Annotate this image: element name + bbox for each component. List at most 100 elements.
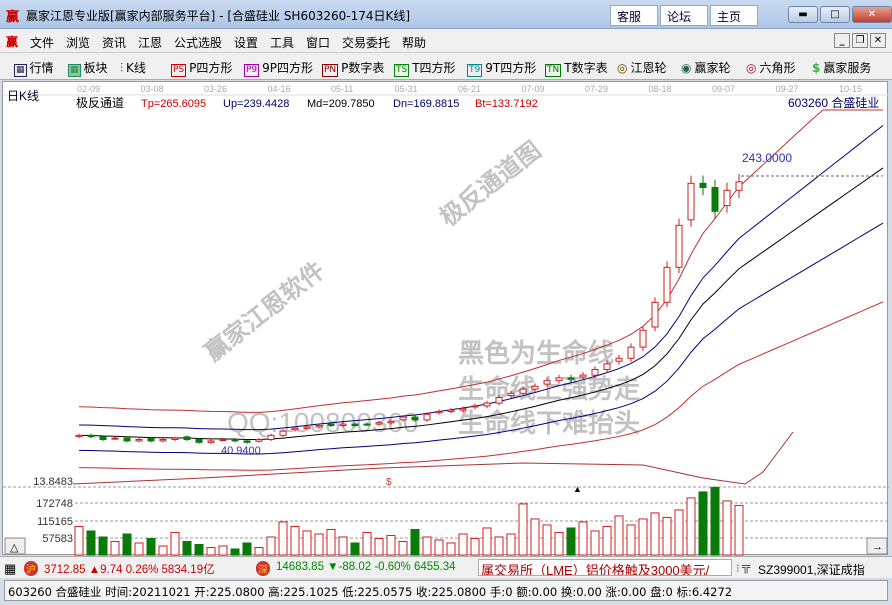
menu-window[interactable]: 窗口 [306, 36, 331, 50]
volume-bar [158, 545, 168, 556]
shanghai-index[interactable]: 3712.85 ▲9.74 0.26% 5834.19亿 [44, 564, 215, 576]
tool-label: 江恩轮 [630, 61, 667, 75]
candle [399, 416, 407, 421]
volume-bar [650, 512, 660, 556]
p9-icon: P9 [244, 64, 260, 77]
volume-bar [698, 491, 708, 556]
tool-service[interactable]: $ 赢家服务 [812, 59, 871, 76]
volume-bar [122, 533, 132, 556]
title-bar: 赢 赢家江恩专业版[赢家内部服务平台] - [合盛硅业 SH603260-174… [0, 0, 892, 29]
tool-hexagon[interactable]: ◎ 六角形 [746, 59, 796, 76]
tool-9t-square[interactable]: T9 9T四方形 [467, 59, 536, 77]
candle [267, 434, 275, 441]
current-index-label[interactable]: SZ399001,深证成指 [758, 563, 865, 577]
volume-bar [410, 528, 420, 556]
channel-bottom-line [78, 301, 884, 471]
tool-p-table[interactable]: PN P数字表 [322, 59, 384, 77]
mdi-close-button[interactable]: ✕ [870, 33, 886, 48]
scroll-up-button[interactable] [4, 537, 26, 555]
candle [651, 301, 659, 328]
candle [219, 439, 227, 442]
channel-up-line [78, 125, 884, 431]
tool-label: 六角形 [759, 61, 796, 75]
tool-gann-wheel[interactable]: ◎ 江恩轮 [617, 59, 667, 76]
table-icon: ▦ [14, 64, 27, 77]
candle [243, 440, 251, 443]
menu-settings[interactable]: 设置 [234, 36, 259, 50]
candle [459, 408, 467, 411]
candle [579, 374, 587, 378]
candle [675, 224, 683, 268]
ticker-spin-icon[interactable]: ⁝ [736, 563, 740, 575]
candle [483, 402, 491, 407]
scroll-right-button[interactable] [866, 537, 888, 555]
t9-icon: T9 [467, 64, 483, 77]
tool-9p-square[interactable]: P9 9P四方形 [244, 59, 313, 77]
volume-bar [554, 531, 564, 556]
close-button[interactable]: ✕ [852, 6, 892, 23]
date-tick: 06-21 [458, 84, 481, 94]
menu-file[interactable]: 文件 [30, 36, 55, 50]
volume-bar [566, 527, 576, 556]
kline-chart-panel[interactable]: 02-09 03-08 03-26 04-16 05-11 05-31 06-21 07-09… [2, 81, 889, 556]
stock-name: 603260 合盛硅业 [788, 95, 879, 110]
candle [507, 392, 515, 397]
news-ticker[interactable]: 属交易所（LME）铝价格触及3000美元/ [478, 559, 732, 576]
tool-p-square[interactable]: PS P四方形 [171, 59, 232, 77]
minimize-button[interactable]: ▬ [788, 6, 818, 23]
tool-quotes[interactable]: ▦ 行情 [14, 59, 54, 77]
volume-bar [242, 542, 252, 556]
big-wheel-icon: ◉ [681, 61, 692, 75]
volume-bar [482, 527, 492, 556]
candle [423, 413, 431, 421]
volume-bar [494, 536, 504, 556]
volume-bar [302, 530, 312, 556]
date-tick: 03-26 [204, 84, 227, 94]
candle [627, 346, 635, 359]
date-tick: 10-15 [839, 84, 862, 94]
volume-bar [386, 534, 396, 556]
sub-indicator-marker: $ [386, 477, 392, 488]
volume-bar [206, 546, 216, 556]
candle [159, 439, 167, 442]
menu-help[interactable]: 帮助 [402, 36, 427, 50]
indicator-tp: Tp=265.6095 [141, 98, 206, 110]
date-tick: 03-08 [141, 84, 164, 94]
volume-bar [542, 524, 552, 556]
date-tick: 04-16 [268, 84, 291, 94]
volume-bar [686, 497, 696, 556]
customer-service-button[interactable]: 客服 [610, 5, 658, 26]
tool-sectors[interactable]: ▦ 板块 [68, 59, 108, 77]
tool-t-table[interactable]: TN T数字表 [545, 59, 608, 77]
volume-bar [602, 525, 612, 556]
tool-label: K线 [126, 61, 146, 75]
mdi-restore-button[interactable]: ❐ [852, 33, 868, 48]
calendar-icon[interactable]: ▦ [4, 561, 17, 576]
volume-bar [374, 537, 384, 556]
candle [687, 182, 695, 221]
low-price-label: 40.9400 [221, 445, 261, 457]
candle [183, 436, 191, 441]
menu-browse[interactable]: 浏览 [66, 36, 91, 50]
tool-t-square[interactable]: TS T四方形 [394, 59, 456, 77]
menu-trade[interactable]: 交易委托 [342, 36, 391, 50]
menu-gann[interactable]: 江恩 [138, 36, 163, 50]
homepage-button[interactable]: 主页 [710, 5, 758, 26]
menu-news[interactable]: 资讯 [102, 36, 127, 50]
candle [639, 329, 647, 348]
shenzhen-index[interactable]: 14683.85 ▼-88.02 -0.60% 6455.34 [276, 561, 456, 573]
maximize-button[interactable]: □ [820, 6, 850, 23]
date-tick: 08-18 [649, 84, 672, 94]
tool-kline[interactable]: ⫶ K线 [120, 59, 146, 76]
tool-winner-wheel[interactable]: ◉ 赢家轮 [681, 59, 731, 76]
menu-tools[interactable]: 工具 [270, 36, 295, 50]
watermark-text: 赢家江恩软件 [199, 256, 330, 367]
candle [231, 439, 239, 442]
menu-formula[interactable]: 公式选股 [174, 36, 223, 50]
mdi-minimize-button[interactable]: _ [834, 33, 850, 48]
candle [303, 426, 311, 429]
forum-button[interactable]: 论坛 [660, 5, 708, 26]
kline-chart[interactable]: 02-09 03-08 03-26 04-16 05-11 05-31 06-21 07-09… [3, 82, 889, 556]
volume-bar [86, 530, 96, 556]
date-tick: 07-29 [585, 84, 608, 94]
